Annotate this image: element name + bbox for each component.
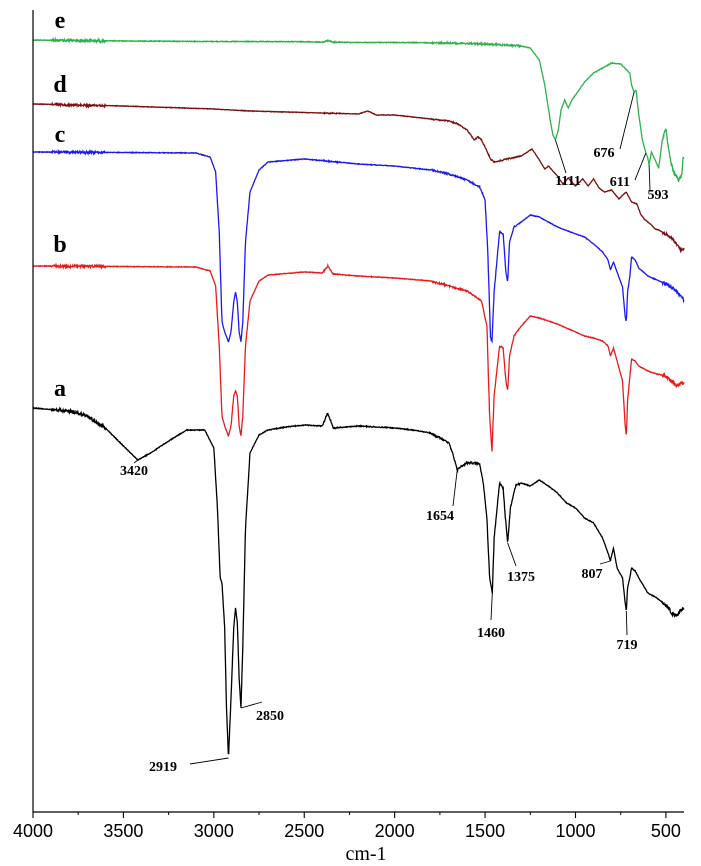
peak-label-1654: 1654 (426, 509, 454, 524)
x-tick-label-3500: 3500 (103, 821, 143, 841)
leader-line-611 (634, 152, 647, 181)
spectrum-line-c (33, 148, 685, 344)
x-tick-label-500: 500 (651, 821, 681, 841)
peak-label-807: 807 (582, 567, 603, 582)
x-tick-label-2500: 2500 (284, 821, 324, 841)
leader-line-1460 (490, 592, 493, 621)
x-tick-label-2000: 2000 (375, 821, 415, 841)
peak-label-593: 593 (648, 188, 669, 203)
x-tick-label-4000: 4000 (13, 821, 53, 841)
peak-label-1111: 1111 (555, 174, 581, 189)
leader-line-593 (648, 164, 651, 191)
leader-line-719 (625, 610, 628, 636)
peak-label-2850: 2850 (256, 709, 284, 724)
spectrum-line-a (32, 406, 685, 755)
x-tick-label-1000: 1000 (555, 821, 595, 841)
x-axis: 4000 3500 3000 2500 2000 1500 1000 500 (13, 10, 684, 841)
peak-label-719: 719 (617, 638, 638, 653)
series-label-d: d (53, 72, 67, 98)
leader-line-3420 (133, 459, 139, 464)
spectrum-line-d (33, 101, 685, 254)
leader-line-1375 (507, 542, 517, 567)
x-axis-title: cm-1 (345, 843, 386, 865)
peak-label-1460: 1460 (477, 626, 505, 641)
series-label-c: c (55, 122, 66, 148)
plot-area: e dc b a 3420 2919 2850 1654 1460 1375 807 719 1111 6… (32, 8, 685, 775)
leader-line-807 (599, 560, 611, 565)
series-label-e: e (55, 8, 66, 34)
peak-label-3420: 3420 (120, 464, 148, 479)
leader-line-2850 (240, 701, 263, 709)
series-label-b: b (53, 232, 66, 258)
peak-label-1375: 1375 (507, 570, 535, 585)
leader-line-2919 (189, 757, 229, 765)
series-label-a: a (54, 376, 66, 402)
peak-label-2919: 2919 (149, 760, 177, 775)
leader-line-1111 (554, 139, 567, 174)
spectrum-line-b (32, 262, 685, 452)
x-tick-label-1500: 1500 (465, 821, 505, 841)
leader-line-1654 (452, 469, 458, 507)
x-tick-label-3000: 3000 (194, 821, 234, 841)
peak-label-611: 611 (610, 175, 630, 190)
spectrum-line-e (32, 36, 685, 183)
leader-line-676 (619, 91, 635, 150)
peak-label-676: 676 (594, 146, 615, 161)
